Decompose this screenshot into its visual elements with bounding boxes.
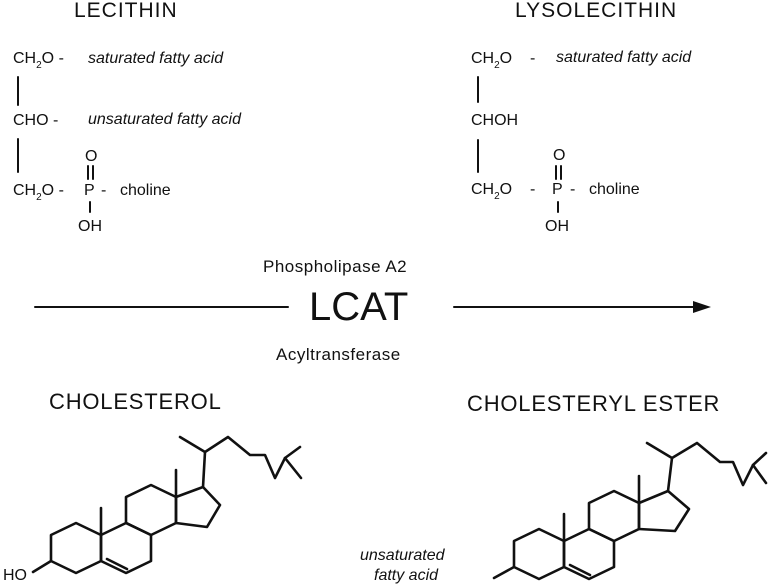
cholesterol-ring-a [49, 521, 103, 575]
lecithin-ch2-2: CH2O - [13, 182, 64, 203]
lyso-dash-2: - [530, 181, 535, 198]
ester-ring-a [512, 527, 566, 581]
ester-side-chain [670, 441, 768, 487]
lecithin-unsaturated-fatty-acid: unsaturated fatty acid [88, 111, 242, 128]
lysolecithin-title: LYSOLECITHIN [515, 0, 677, 22]
lecithin-dash: - [101, 182, 106, 199]
lecithin-phosphate-oxo: O [85, 148, 97, 165]
lecithin-title: LECITHIN [74, 0, 178, 22]
enzyme-acyltransferase: Acyltransferase [276, 345, 401, 364]
lecithin-hydroxyl: OH [78, 218, 102, 235]
cholesteryl-ester-structure: unsaturated fatty acid [360, 441, 768, 584]
lecithin-cho: CHO - [13, 112, 58, 129]
lyso-hydroxyl: OH [545, 218, 569, 235]
lecithin-ch2-1: CH2O - [13, 50, 64, 71]
cholesterol-double-bond [105, 557, 129, 571]
lyso-choh: CHOH [471, 112, 518, 129]
ester-ring-d [637, 489, 691, 533]
cholesterol-ring-d [174, 485, 222, 529]
cholesterol-isopropyl [283, 456, 303, 480]
ester-side-chain-branch [645, 441, 674, 493]
cholesterol-structure: HO [3, 435, 303, 584]
lyso-ch2-1: CH2O [471, 50, 512, 71]
lyso-choline: choline [589, 181, 640, 198]
enzyme-lcat: LCAT [309, 285, 408, 329]
cholesterol-ring-c [124, 483, 178, 537]
lecithin-phosphorus: P [84, 182, 95, 199]
ester-label-unsaturated: unsaturated [360, 547, 446, 564]
lyso-dash-1: - [530, 50, 535, 67]
lecithin-choline: choline [120, 182, 171, 199]
enzyme-phospholipase: Phospholipase A2 [263, 257, 407, 276]
lysolecithin-structure: CH2O - saturated fatty acid CHOH O CH2O … [471, 49, 692, 235]
ester-label-fatty-acid: fatty acid [374, 567, 439, 584]
cholesterol-side-chain-branch [178, 435, 207, 489]
lecithin-structure: CH2O - saturated fatty acid CHO - unsatu… [13, 50, 242, 235]
lyso-phosphorus: P [552, 181, 563, 198]
lyso-saturated-fatty-acid: saturated fatty acid [556, 49, 692, 66]
lyso-ch2-2: CH2O [471, 181, 512, 202]
cholesteryl-ester-title: CHOLESTERYL ESTER [467, 391, 720, 416]
ester-ring-c [587, 489, 641, 543]
cholesterol-hydroxyl: HO [3, 567, 27, 584]
ester-double-bond [568, 563, 592, 577]
lyso-dash-3: - [570, 181, 575, 198]
ester-bond [492, 565, 516, 580]
lecithin-saturated-fatty-acid: saturated fatty acid [88, 50, 224, 67]
lyso-phosphate-oxo: O [553, 147, 565, 164]
cholesterol-title: CHOLESTEROL [49, 389, 222, 414]
cholesterol-oh-bond [31, 559, 53, 574]
reaction-arrowhead [693, 301, 711, 313]
ester-isopropyl [751, 463, 768, 485]
